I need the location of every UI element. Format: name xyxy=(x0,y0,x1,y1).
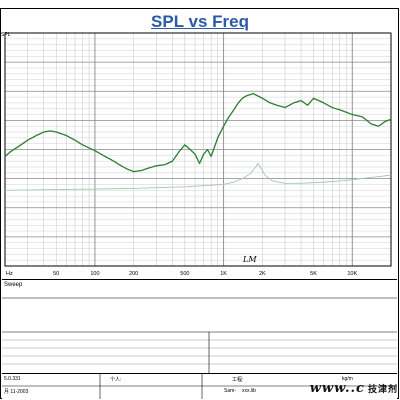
series-line-impedance xyxy=(4,163,392,191)
engineer-label: 工程: xyxy=(232,377,244,383)
x-tick-label: 10K xyxy=(347,271,357,277)
y-axis-label: SPL xyxy=(1,32,11,38)
file-name: xxx.lib xyxy=(242,388,256,394)
plot-border xyxy=(4,32,392,267)
x-tick-label: 100 xyxy=(90,271,99,277)
grid-major xyxy=(5,33,391,266)
lm-overlay-text: LM xyxy=(242,255,257,264)
x-tick-label: 500 xyxy=(180,271,189,277)
x-tick-label: 2K xyxy=(259,271,266,277)
info-footer: 5.0.331 月 11-2003 个人: 工程: Sam- xxx.lib k… xyxy=(2,373,397,399)
watermark-cn: 技津剂 xyxy=(367,385,398,395)
test-date: 月 11-2003 xyxy=(4,389,29,395)
unit-label: kg/m xyxy=(342,376,353,382)
sweep-panel: Sweep xyxy=(2,279,397,374)
chart-title: SPL vs Freq xyxy=(151,12,249,31)
series-line-spl xyxy=(4,92,392,173)
x-tick-label: 5K xyxy=(310,271,317,277)
series-layer xyxy=(4,92,392,191)
x-tick-label: Hz xyxy=(6,271,13,277)
watermark-tail: .c xyxy=(350,381,365,396)
watermark-text: www. xyxy=(309,381,351,396)
sweep-label: Sweep xyxy=(4,282,23,288)
x-tick-label: 50 xyxy=(53,271,59,277)
x-tick-label: 200 xyxy=(129,271,138,277)
x-tick-label: 1K xyxy=(220,271,227,277)
tick-layer: Hz 50 100 200 500 1K 2K 5K 10K xyxy=(6,271,357,277)
person-label: 个人: xyxy=(110,377,122,383)
software-version: 5.0.331 xyxy=(4,376,21,382)
site-watermark: www..c 技津剂 xyxy=(310,381,398,396)
file-prefix: Sam- xyxy=(224,388,236,394)
sweep-panel-grid xyxy=(2,297,397,374)
